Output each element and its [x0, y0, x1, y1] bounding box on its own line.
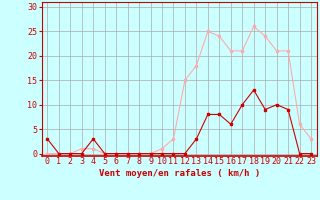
X-axis label: Vent moyen/en rafales ( km/h ): Vent moyen/en rafales ( km/h ): [99, 169, 260, 178]
